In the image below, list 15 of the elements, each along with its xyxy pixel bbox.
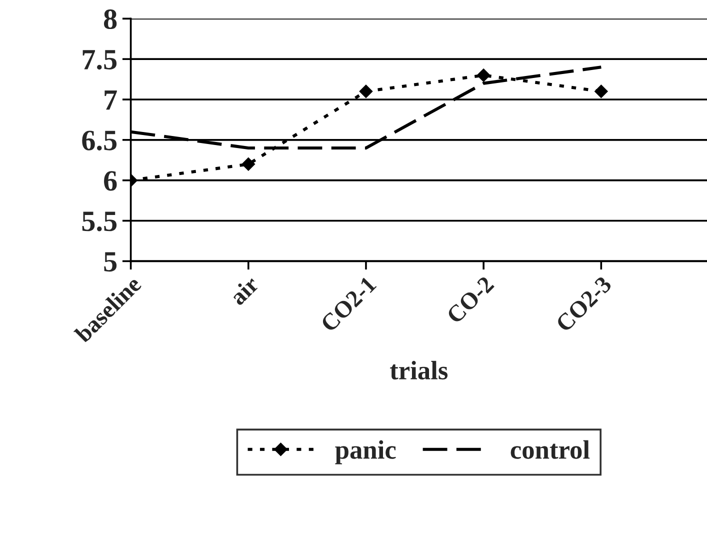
x-axis-title: trials <box>390 360 448 380</box>
point <box>359 84 373 98</box>
legend-label: control <box>510 440 590 459</box>
y-tick-label: 6.5 <box>82 130 117 150</box>
y-tick-label: 8 <box>104 9 117 30</box>
point <box>242 158 255 171</box>
y-tick-label: 5 <box>104 252 117 272</box>
y-tick-label: 6 <box>104 171 117 191</box>
y-tick-label: 5.5 <box>82 212 117 232</box>
y-tick-label: 7.5 <box>82 50 117 70</box>
legend-label: panic <box>335 440 396 464</box>
x-tick-label: air <box>228 274 260 306</box>
y-tick-label: 7 <box>104 90 117 110</box>
point <box>594 84 608 98</box>
point <box>476 68 490 82</box>
